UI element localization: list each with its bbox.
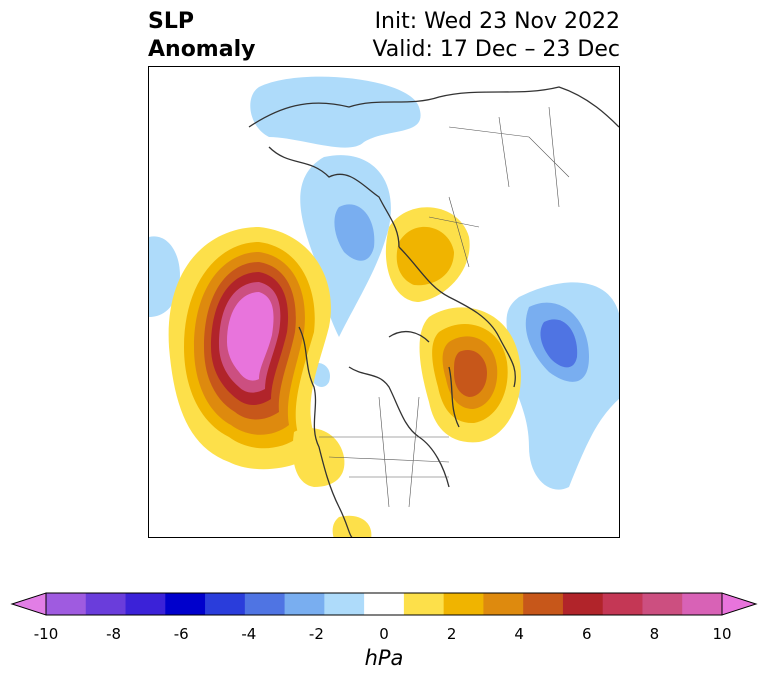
colorbar-segment [523,593,564,615]
colorbar-extend-low [10,592,47,616]
valid-range: Valid: 17 Dec – 23 Dec [372,37,620,62]
colorbar-segment [85,593,127,615]
colorbar-tick-label: 8 [649,625,660,643]
colorbar-segment [324,593,365,615]
map-canvas [149,76,619,537]
negative-anomaly-arctic [250,76,421,148]
colorbar-tick-label: -10 [33,625,59,643]
colorbar-tick-label: 4 [514,625,524,643]
title-line-2: Anomaly [148,37,256,62]
colorbar-segment [682,593,723,615]
colorbar-segment [562,593,604,615]
colorbar-tick-label: -2 [308,625,324,643]
colorbar-tick-label: 2 [446,625,457,643]
colorbar-units: hPa [364,646,404,670]
map-title: SLP Anomaly [148,8,255,64]
colorbar-tick-label: -4 [241,625,257,643]
colorbar-segment [205,593,246,615]
colorbar-segment [284,593,325,615]
colorbar-segment [364,593,405,615]
colorbar-segment [46,593,87,615]
colorbar-tick-label: -6 [173,625,189,643]
colorbar-segment [483,593,524,615]
init-date: Init: Wed 23 Nov 2022 [374,9,620,34]
political-borders [319,106,570,508]
colorbar-tick-label: 0 [379,625,389,643]
colorbar-segment [125,593,166,615]
colorbar-tick-label: 10 [712,625,732,643]
colorbar [10,592,758,616]
anomaly-map [148,66,620,538]
colorbar-segment [602,593,643,615]
title-line-1: SLP [148,9,194,34]
colorbar-tick-label: -8 [106,625,122,643]
colorbar-segment [244,593,286,615]
colorbar-segment [165,593,206,615]
colorbar-segment [403,593,445,615]
colorbar-segment [443,593,484,615]
colorbar-tick-label: 6 [582,625,592,643]
colorbar-extend-high [721,592,758,616]
colorbar-segment [642,593,683,615]
map-dates: Init: Wed 23 Nov 2022 Valid: 17 Dec – 23… [372,8,620,64]
coastlines [248,86,619,537]
colorbar-outline [45,592,723,616]
